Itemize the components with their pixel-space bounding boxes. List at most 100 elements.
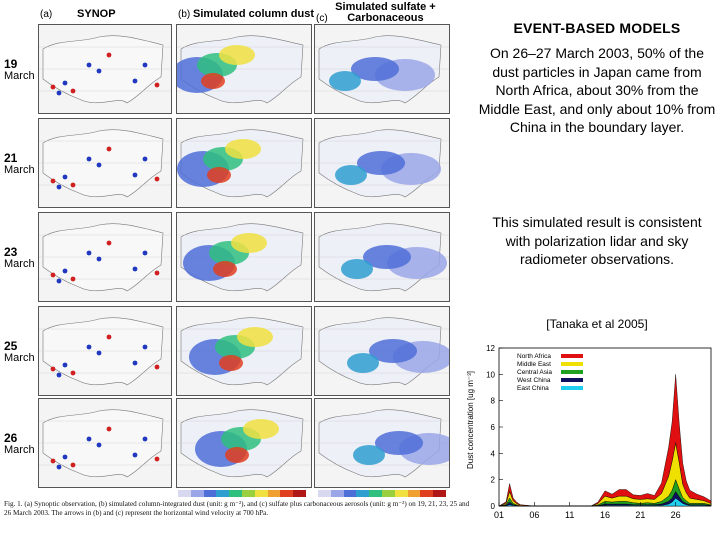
- synop-station-marker: [96, 256, 102, 262]
- synop-station-marker: [56, 184, 62, 190]
- synop-station-marker: [96, 162, 102, 168]
- synop-station-marker: [50, 84, 56, 90]
- colorbar-swatch: [178, 490, 191, 497]
- synop-station-marker: [96, 68, 102, 74]
- x-tick-label: 11: [565, 510, 574, 520]
- synop-station-marker: [50, 458, 56, 464]
- x-tick-label: 26: [671, 510, 681, 520]
- colorbar-swatch: [343, 490, 357, 497]
- concentration-plume: [219, 355, 243, 371]
- row-day: 21: [4, 151, 18, 165]
- synop-station-marker: [106, 426, 112, 432]
- concentration-plume: [213, 261, 237, 277]
- synop-station-marker: [132, 452, 138, 458]
- concentration-plume: [353, 445, 385, 465]
- synop-map: [38, 398, 172, 488]
- y-tick-label: 10: [486, 370, 495, 379]
- synop-station-marker: [62, 268, 68, 274]
- colorbar-swatch: [203, 490, 217, 497]
- colorbar-swatch: [394, 490, 408, 497]
- legend-swatch: [561, 362, 583, 366]
- aerosol-colorbar: [318, 490, 446, 497]
- colorbar-swatch: [369, 490, 382, 497]
- concentration-plume: [225, 447, 249, 463]
- colorbar-swatch: [190, 490, 204, 497]
- row-month: March: [4, 444, 35, 456]
- synop-station-marker: [154, 364, 160, 370]
- synop-station-marker: [154, 456, 160, 462]
- colorbar-swatch: [280, 490, 294, 497]
- aerosol-map: [314, 306, 450, 396]
- colorbar-swatch: [433, 490, 446, 497]
- figure-caption: Fig. 1. (a) Synoptic observation, (b) si…: [4, 500, 470, 517]
- synop-station-marker: [86, 250, 92, 256]
- colorbar-swatch: [420, 490, 434, 497]
- concentration-plume: [357, 151, 405, 175]
- synop-station-marker: [142, 62, 148, 68]
- concentration-plume: [237, 327, 273, 347]
- synop-station-marker: [62, 80, 68, 86]
- synop-station-marker: [70, 88, 76, 94]
- aerosol-map: [314, 24, 450, 114]
- legend-swatch: [561, 370, 583, 374]
- synop-station-marker: [106, 240, 112, 246]
- aerosol-map: [314, 398, 450, 488]
- legend-label: Central Asia: [517, 369, 552, 376]
- column-a-header: (a) SYNOP: [40, 8, 116, 20]
- concentration-plume: [225, 139, 261, 159]
- dust-concentration-chart: 0 2 4 6 8 10 12 01 06 11 16 21 26 North AfricaMiddle…: [466, 344, 712, 520]
- legend-label: North Africa: [517, 353, 551, 360]
- synop-station-marker: [132, 266, 138, 272]
- row-date-label: 23 March: [4, 246, 35, 270]
- dust-map: [176, 118, 312, 208]
- synop-station-marker: [56, 278, 62, 284]
- synop-map: [38, 24, 172, 114]
- row-month: March: [4, 352, 35, 364]
- synop-station-marker: [154, 82, 160, 88]
- synop-station-marker: [132, 360, 138, 366]
- synop-station-marker: [62, 174, 68, 180]
- synop-station-marker: [56, 90, 62, 96]
- row-day: 23: [4, 245, 18, 259]
- synop-station-marker: [70, 370, 76, 376]
- row-date-label: 21 March: [4, 152, 35, 176]
- y-tick-label: 2: [491, 476, 496, 485]
- colorbar-swatch: [241, 490, 255, 497]
- colorbar-swatch: [267, 490, 281, 497]
- x-tick-label: 16: [600, 510, 610, 520]
- synop-station-marker: [132, 78, 138, 84]
- area-series-north-africa: [498, 374, 712, 507]
- synop-station-marker: [62, 362, 68, 368]
- colorbar-swatch: [318, 490, 331, 497]
- synop-station-marker: [106, 334, 112, 340]
- synop-station-marker: [86, 62, 92, 68]
- legend-label: East China: [517, 385, 549, 392]
- y-tick-label: 4: [491, 449, 496, 458]
- synop-station-marker: [70, 182, 76, 188]
- synop-station-marker: [142, 344, 148, 350]
- synop-station-marker: [96, 442, 102, 448]
- synop-station-marker: [50, 366, 56, 372]
- row-day: 25: [4, 339, 18, 353]
- synop-station-marker: [142, 436, 148, 442]
- synop-station-marker: [132, 172, 138, 178]
- row-date-label: 19 March: [4, 58, 35, 82]
- concentration-plume: [335, 165, 367, 185]
- y-axis-label: Dust concentration [ug m⁻³]: [466, 371, 475, 469]
- row-day: 19: [4, 57, 18, 71]
- legend-label: West China: [517, 377, 551, 384]
- legend-label: Middle East: [517, 361, 551, 368]
- synop-station-marker: [50, 178, 56, 184]
- column-b-header: (b) Simulated column dust: [178, 8, 315, 20]
- y-tick-label: 6: [491, 423, 496, 432]
- colorbar-swatch: [381, 490, 395, 497]
- synop-station-marker: [106, 146, 112, 152]
- dust-colorbar: [178, 490, 306, 497]
- concentration-plume: [201, 73, 225, 89]
- section-title: EVENT-BASED MODELS: [513, 20, 681, 36]
- row-date-label: 26 March: [4, 432, 35, 456]
- concentration-plume: [351, 57, 399, 81]
- colorbar-swatch: [293, 490, 306, 497]
- colorbar-swatch: [216, 490, 230, 497]
- concentration-plume: [363, 245, 411, 269]
